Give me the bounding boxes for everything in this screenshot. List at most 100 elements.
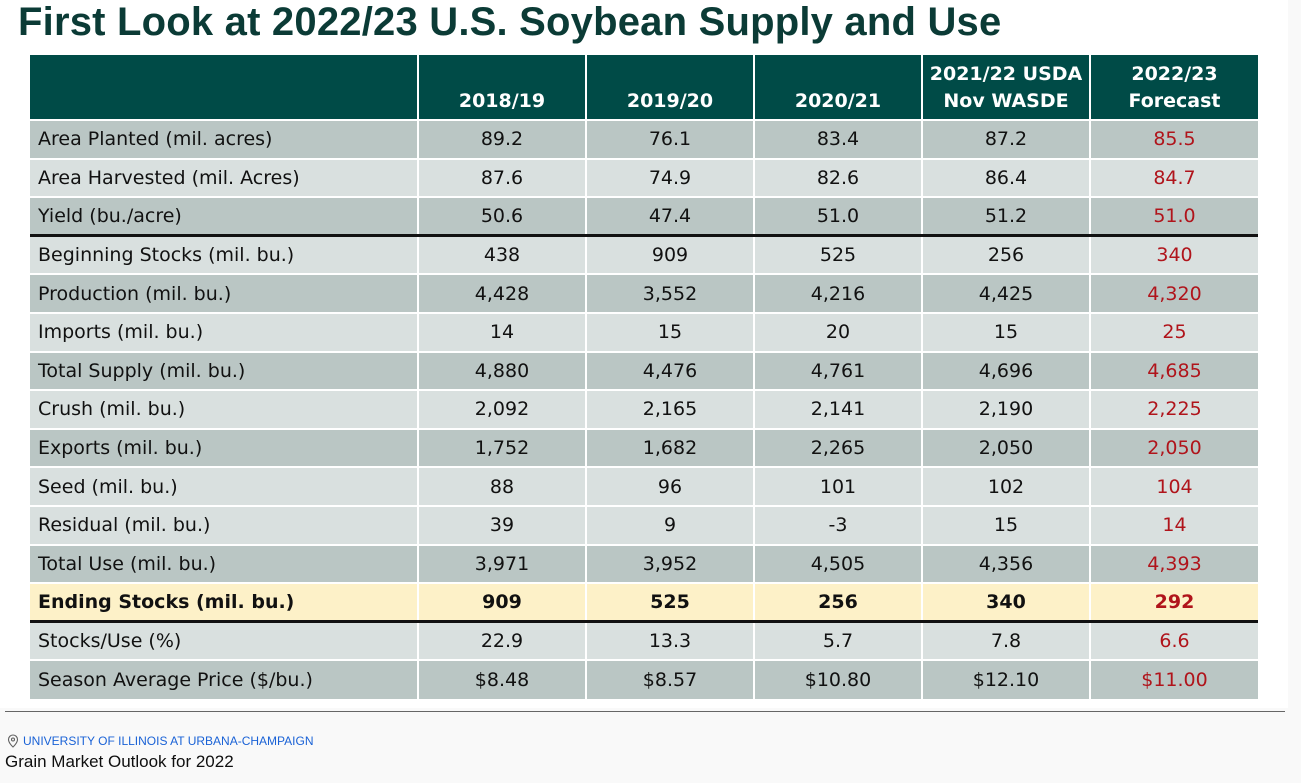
value-cell: 2,050 (921, 427, 1090, 468)
supply-use-table: 2018/19 2019/20 2020/21 2021/22 USDA Nov WA… (30, 55, 1258, 699)
value-cell: 88 (417, 466, 586, 506)
value-cell: 87.6 (417, 157, 586, 198)
value-cell: 22.9 (417, 620, 586, 661)
value-cell: $8.57 (585, 659, 754, 699)
table-row: Area Harvested (mil. Acres) 87.6 74.9 82.6 8… (30, 157, 1258, 198)
table-row: Total Supply (mil. bu.) 4,880 4,476 4,761 4,… (30, 350, 1258, 391)
forecast-cell: 340 (1089, 234, 1258, 275)
value-cell: 102 (921, 466, 1090, 506)
table-row: Crush (mil. bu.) 2,092 2,165 2,141 2,190 2,22… (30, 389, 1258, 429)
value-cell: 83.4 (753, 119, 922, 159)
location-text: UNIVERSITY OF ILLINOIS AT URBANA-CHAMPAI… (23, 734, 314, 748)
value-cell: 2,265 (753, 427, 922, 468)
value-cell: 438 (417, 234, 586, 275)
value-cell: 4,356 (921, 543, 1090, 584)
value-cell: 4,696 (921, 350, 1090, 391)
column-header: 2021/22 USDA Nov WASDE (921, 55, 1090, 120)
value-cell: 47.4 (585, 196, 754, 238)
forecast-cell: 2,225 (1089, 389, 1258, 429)
column-header: 2022/23 Forecast (1089, 55, 1258, 120)
value-cell: 87.2 (921, 119, 1090, 159)
table-row: Residual (mil. bu.) 39 9 -3 15 14 (30, 504, 1258, 545)
forecast-cell: 4,393 (1089, 543, 1258, 584)
row-label: Residual (mil. bu.) (30, 504, 418, 545)
value-cell: 86.4 (921, 157, 1090, 198)
value-cell: $8.48 (417, 659, 586, 699)
value-cell: 13.3 (585, 620, 754, 661)
value-cell: 15 (921, 311, 1090, 352)
row-label: Season Average Price ($/bu.) (30, 659, 418, 699)
value-cell: 525 (753, 234, 922, 275)
row-label: Production (mil. bu.) (30, 273, 418, 313)
table-row: Season Average Price ($/bu.) $8.48 $8.57 $1… (30, 659, 1258, 699)
value-cell: $12.10 (921, 659, 1090, 699)
row-label: Imports (mil. bu.) (30, 311, 418, 352)
forecast-cell: 51.0 (1089, 196, 1258, 238)
value-cell: 4,216 (753, 273, 922, 313)
row-label: Area Harvested (mil. Acres) (30, 157, 418, 198)
value-cell: 2,092 (417, 389, 586, 429)
value-cell: 9 (585, 504, 754, 545)
row-label: Exports (mil. bu.) (30, 427, 418, 468)
header-blank (30, 55, 418, 120)
forecast-cell: 84.7 (1089, 157, 1258, 198)
video-frame[interactable]: First Look at 2022/23 U.S. Soybean Suppl… (0, 0, 1288, 708)
value-cell: 101 (753, 466, 922, 506)
value-cell: 4,425 (921, 273, 1090, 313)
value-cell: 2,141 (753, 389, 922, 429)
row-label: Stocks/Use (%) (30, 620, 418, 661)
forecast-cell: $11.00 (1089, 659, 1258, 699)
table-row: Total Use (mil. bu.) 3,971 3,952 4,505 4,356… (30, 543, 1258, 584)
row-label: Total Supply (mil. bu.) (30, 350, 418, 391)
table-row: Ending Stocks (mil. bu.) 909 525 256 340 292 (30, 582, 1258, 624)
value-cell: 909 (585, 234, 754, 275)
column-header: 2018/19 (417, 55, 586, 120)
value-cell: 256 (753, 582, 922, 624)
forecast-cell: 25 (1089, 311, 1258, 352)
table-row: Imports (mil. bu.) 14 15 20 15 25 (30, 311, 1258, 352)
value-cell: 96 (585, 466, 754, 506)
value-cell: 525 (585, 582, 754, 624)
value-cell: 3,952 (585, 543, 754, 584)
table-row: Production (mil. bu.) 4,428 3,552 4,216 4,42… (30, 273, 1258, 313)
value-cell: 4,505 (753, 543, 922, 584)
value-cell: 20 (753, 311, 922, 352)
row-label: Crush (mil. bu.) (30, 389, 418, 429)
forecast-cell: 4,685 (1089, 350, 1258, 391)
row-label: Ending Stocks (mil. bu.) (30, 582, 418, 624)
table-header-row: 2018/19 2019/20 2020/21 2021/22 USDA Nov WA… (30, 55, 1258, 120)
value-cell: 39 (417, 504, 586, 545)
value-cell: 7.8 (921, 620, 1090, 661)
value-cell: 5.7 (753, 620, 922, 661)
column-header: 2020/21 (753, 55, 922, 120)
table-row: Seed (mil. bu.) 88 96 101 102 104 (30, 466, 1258, 506)
row-label: Seed (mil. bu.) (30, 466, 418, 506)
table-row: Beginning Stocks (mil. bu.) 438 909 525 256 3… (30, 234, 1258, 275)
value-cell: 340 (921, 582, 1090, 624)
value-cell: 50.6 (417, 196, 586, 238)
value-cell: 74.9 (585, 157, 754, 198)
value-cell: 909 (417, 582, 586, 624)
value-cell: 3,971 (417, 543, 586, 584)
value-cell: 1,682 (585, 427, 754, 468)
value-cell: 2,190 (921, 389, 1090, 429)
table-row: Stocks/Use (%) 22.9 13.3 5.7 7.8 6.6 (30, 620, 1258, 661)
forecast-cell: 104 (1089, 466, 1258, 506)
forecast-cell: 85.5 (1089, 119, 1258, 159)
value-cell: 15 (921, 504, 1090, 545)
column-header: 2019/20 (585, 55, 754, 120)
value-cell: 82.6 (753, 157, 922, 198)
table-row: Area Planted (mil. acres) 89.2 76.1 83.4 87.… (30, 119, 1258, 159)
video-title: Grain Market Outlook for 2022 (5, 752, 234, 771)
location-link[interactable]: UNIVERSITY OF ILLINOIS AT URBANA-CHAMPAI… (7, 734, 314, 748)
map-pin-icon (7, 734, 19, 748)
row-label: Yield (bu./acre) (30, 196, 418, 238)
value-cell: $10.80 (753, 659, 922, 699)
value-cell: 14 (417, 311, 586, 352)
value-cell: 4,428 (417, 273, 586, 313)
value-cell: 256 (921, 234, 1090, 275)
row-label: Area Planted (mil. acres) (30, 119, 418, 159)
value-cell: 4,761 (753, 350, 922, 391)
forecast-cell: 2,050 (1089, 427, 1258, 468)
value-cell: 2,165 (585, 389, 754, 429)
